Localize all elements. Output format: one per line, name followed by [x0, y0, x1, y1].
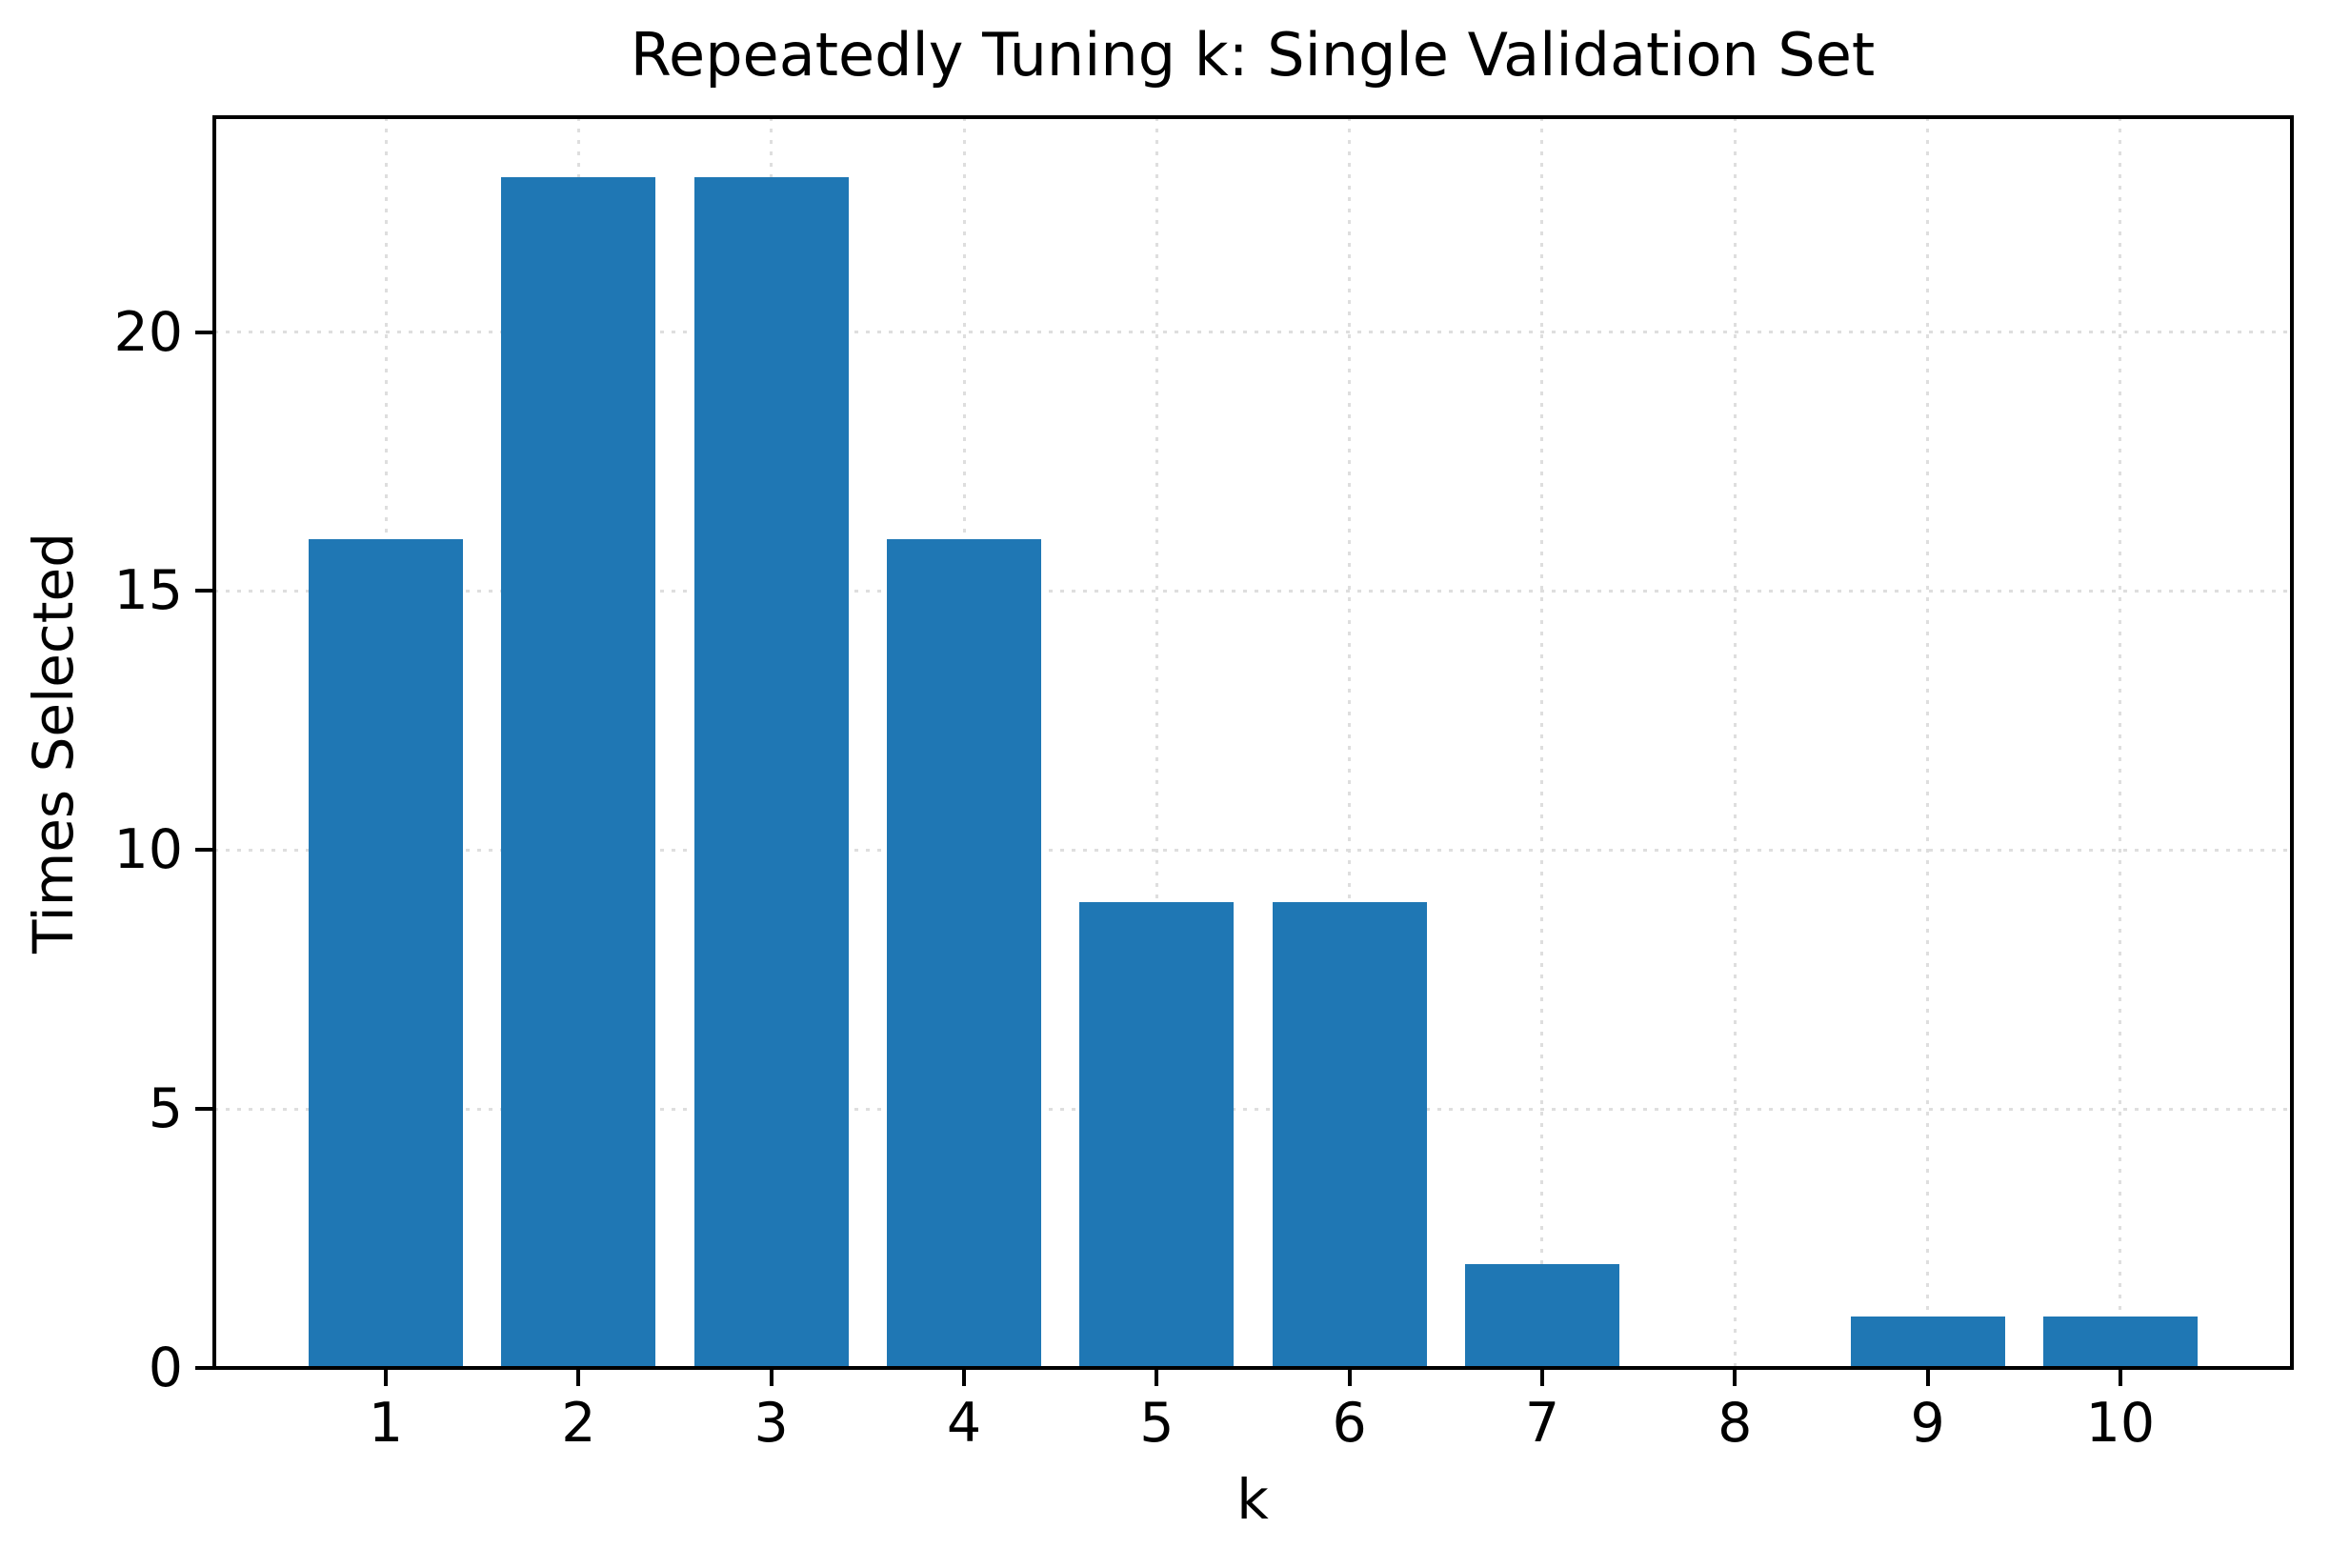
- gridline-horizontal: [214, 1107, 2292, 1111]
- x-tick-label: 1: [368, 1392, 404, 1455]
- y-tick-mark: [195, 848, 214, 853]
- gridline-horizontal: [214, 331, 2292, 334]
- bar-k-6: [1272, 901, 1427, 1368]
- x-tick-mark: [384, 1368, 389, 1386]
- bar-k-1: [309, 539, 463, 1368]
- x-tick-mark: [1733, 1368, 1737, 1386]
- y-tick-mark: [195, 1366, 214, 1370]
- x-tick-label: 4: [946, 1392, 982, 1455]
- gridline-vertical: [1926, 117, 1930, 1368]
- bar-k-4: [887, 539, 1041, 1368]
- gridline-horizontal: [214, 848, 2292, 852]
- bar-k-3: [693, 176, 849, 1368]
- gridline-horizontal: [214, 589, 2292, 593]
- bar-k-5: [1079, 901, 1235, 1368]
- bar-k-10: [2043, 1316, 2198, 1368]
- y-tick-label: 10: [113, 818, 183, 882]
- x-tick-label: 5: [1139, 1392, 1175, 1455]
- bar-k-2: [501, 176, 656, 1368]
- y-tick-label: 0: [148, 1337, 183, 1399]
- x-tick-mark: [1539, 1368, 1544, 1386]
- x-tick-mark: [2118, 1368, 2122, 1386]
- x-tick-label: 7: [1524, 1392, 1560, 1455]
- x-tick-mark: [1925, 1368, 1930, 1386]
- x-tick-label: 6: [1332, 1392, 1367, 1455]
- x-tick-label: 9: [1910, 1392, 1945, 1455]
- y-tick-mark: [195, 1107, 214, 1112]
- gridline-vertical: [1155, 117, 1158, 1368]
- x-tick-label: 8: [1717, 1392, 1753, 1455]
- x-tick-label: 2: [561, 1392, 596, 1455]
- bar-k-7: [1465, 1264, 1619, 1368]
- gridline-vertical: [2119, 117, 2122, 1368]
- y-tick-mark: [195, 330, 214, 334]
- x-tick-mark: [576, 1368, 581, 1386]
- y-tick-label: 5: [148, 1077, 183, 1141]
- x-tick-mark: [1347, 1368, 1352, 1386]
- y-tick-label: 20: [113, 300, 183, 364]
- x-tick-mark: [1155, 1368, 1159, 1386]
- gridline-vertical: [1540, 117, 1544, 1368]
- gridline-vertical: [1733, 117, 1737, 1368]
- x-tick-label: 10: [2085, 1392, 2156, 1455]
- plot-area: [212, 115, 2294, 1370]
- x-tick-mark: [962, 1368, 967, 1386]
- x-tick-label: 3: [753, 1392, 789, 1455]
- chart-title: Repeatedly Tuning k: Single Validation S…: [630, 20, 1876, 90]
- y-tick-label: 15: [113, 559, 183, 623]
- x-tick-mark: [769, 1368, 773, 1386]
- gridline-vertical: [1348, 117, 1352, 1368]
- y-tick-mark: [195, 589, 214, 593]
- x-axis-label: k: [1236, 1467, 1269, 1532]
- bar-k-9: [1850, 1316, 2005, 1368]
